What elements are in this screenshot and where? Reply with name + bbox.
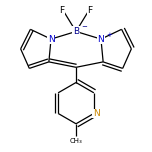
Text: F: F bbox=[59, 6, 64, 15]
Text: N: N bbox=[93, 109, 99, 118]
Text: N: N bbox=[48, 35, 54, 44]
Text: CH₃: CH₃ bbox=[70, 138, 82, 144]
Text: +: + bbox=[107, 32, 113, 38]
Text: −: − bbox=[82, 24, 88, 30]
Text: N: N bbox=[98, 35, 104, 44]
Text: B: B bbox=[73, 27, 79, 36]
Text: F: F bbox=[88, 6, 93, 15]
